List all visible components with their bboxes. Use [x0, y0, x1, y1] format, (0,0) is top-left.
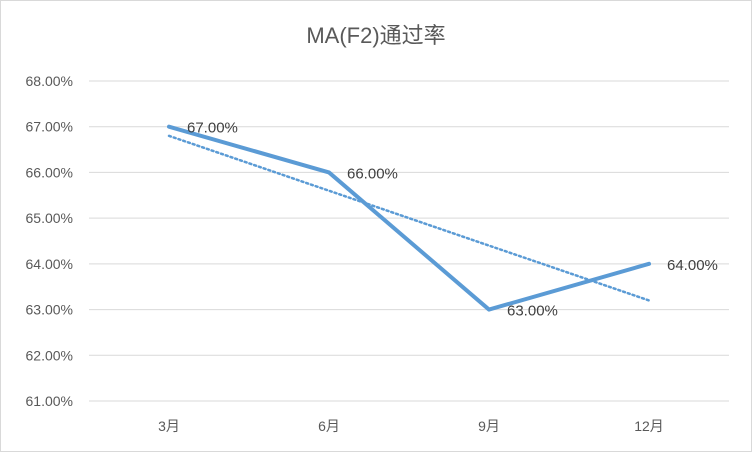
x-tick-label: 12月	[634, 418, 664, 434]
data-label: 64.00%	[667, 257, 718, 274]
y-tick-label: 62.00%	[26, 347, 73, 363]
chart-title: MA(F2)通过率	[306, 23, 445, 48]
trendline	[167, 134, 651, 302]
y-tick-label: 64.00%	[26, 256, 73, 272]
data-labels: 67.00% 66.00% 63.00% 64.00%	[187, 120, 718, 320]
y-axis-tick-labels: 61.00% 62.00% 63.00% 64.00% 65.00% 66.00% 67.0…	[26, 73, 73, 409]
y-tick-label: 61.00%	[26, 393, 73, 409]
data-label: 63.00%	[507, 303, 558, 320]
series-group	[167, 124, 651, 312]
gridlines	[89, 80, 729, 402]
x-tick-label: 9月	[478, 418, 500, 434]
trendline-group	[167, 134, 651, 302]
series-line	[167, 124, 651, 312]
data-label: 67.00%	[187, 120, 238, 137]
y-tick-label: 68.00%	[26, 73, 73, 89]
y-tick-label: 66.00%	[26, 164, 73, 180]
x-tick-label: 3月	[158, 418, 180, 434]
data-label: 66.00%	[347, 165, 398, 182]
y-tick-label: 63.00%	[26, 302, 73, 318]
y-tick-label: 67.00%	[26, 119, 73, 135]
y-tick-label: 65.00%	[26, 210, 73, 226]
x-axis-tick-labels: 3月 6月 9月 12月	[158, 418, 664, 434]
x-tick-label: 6月	[318, 418, 340, 434]
